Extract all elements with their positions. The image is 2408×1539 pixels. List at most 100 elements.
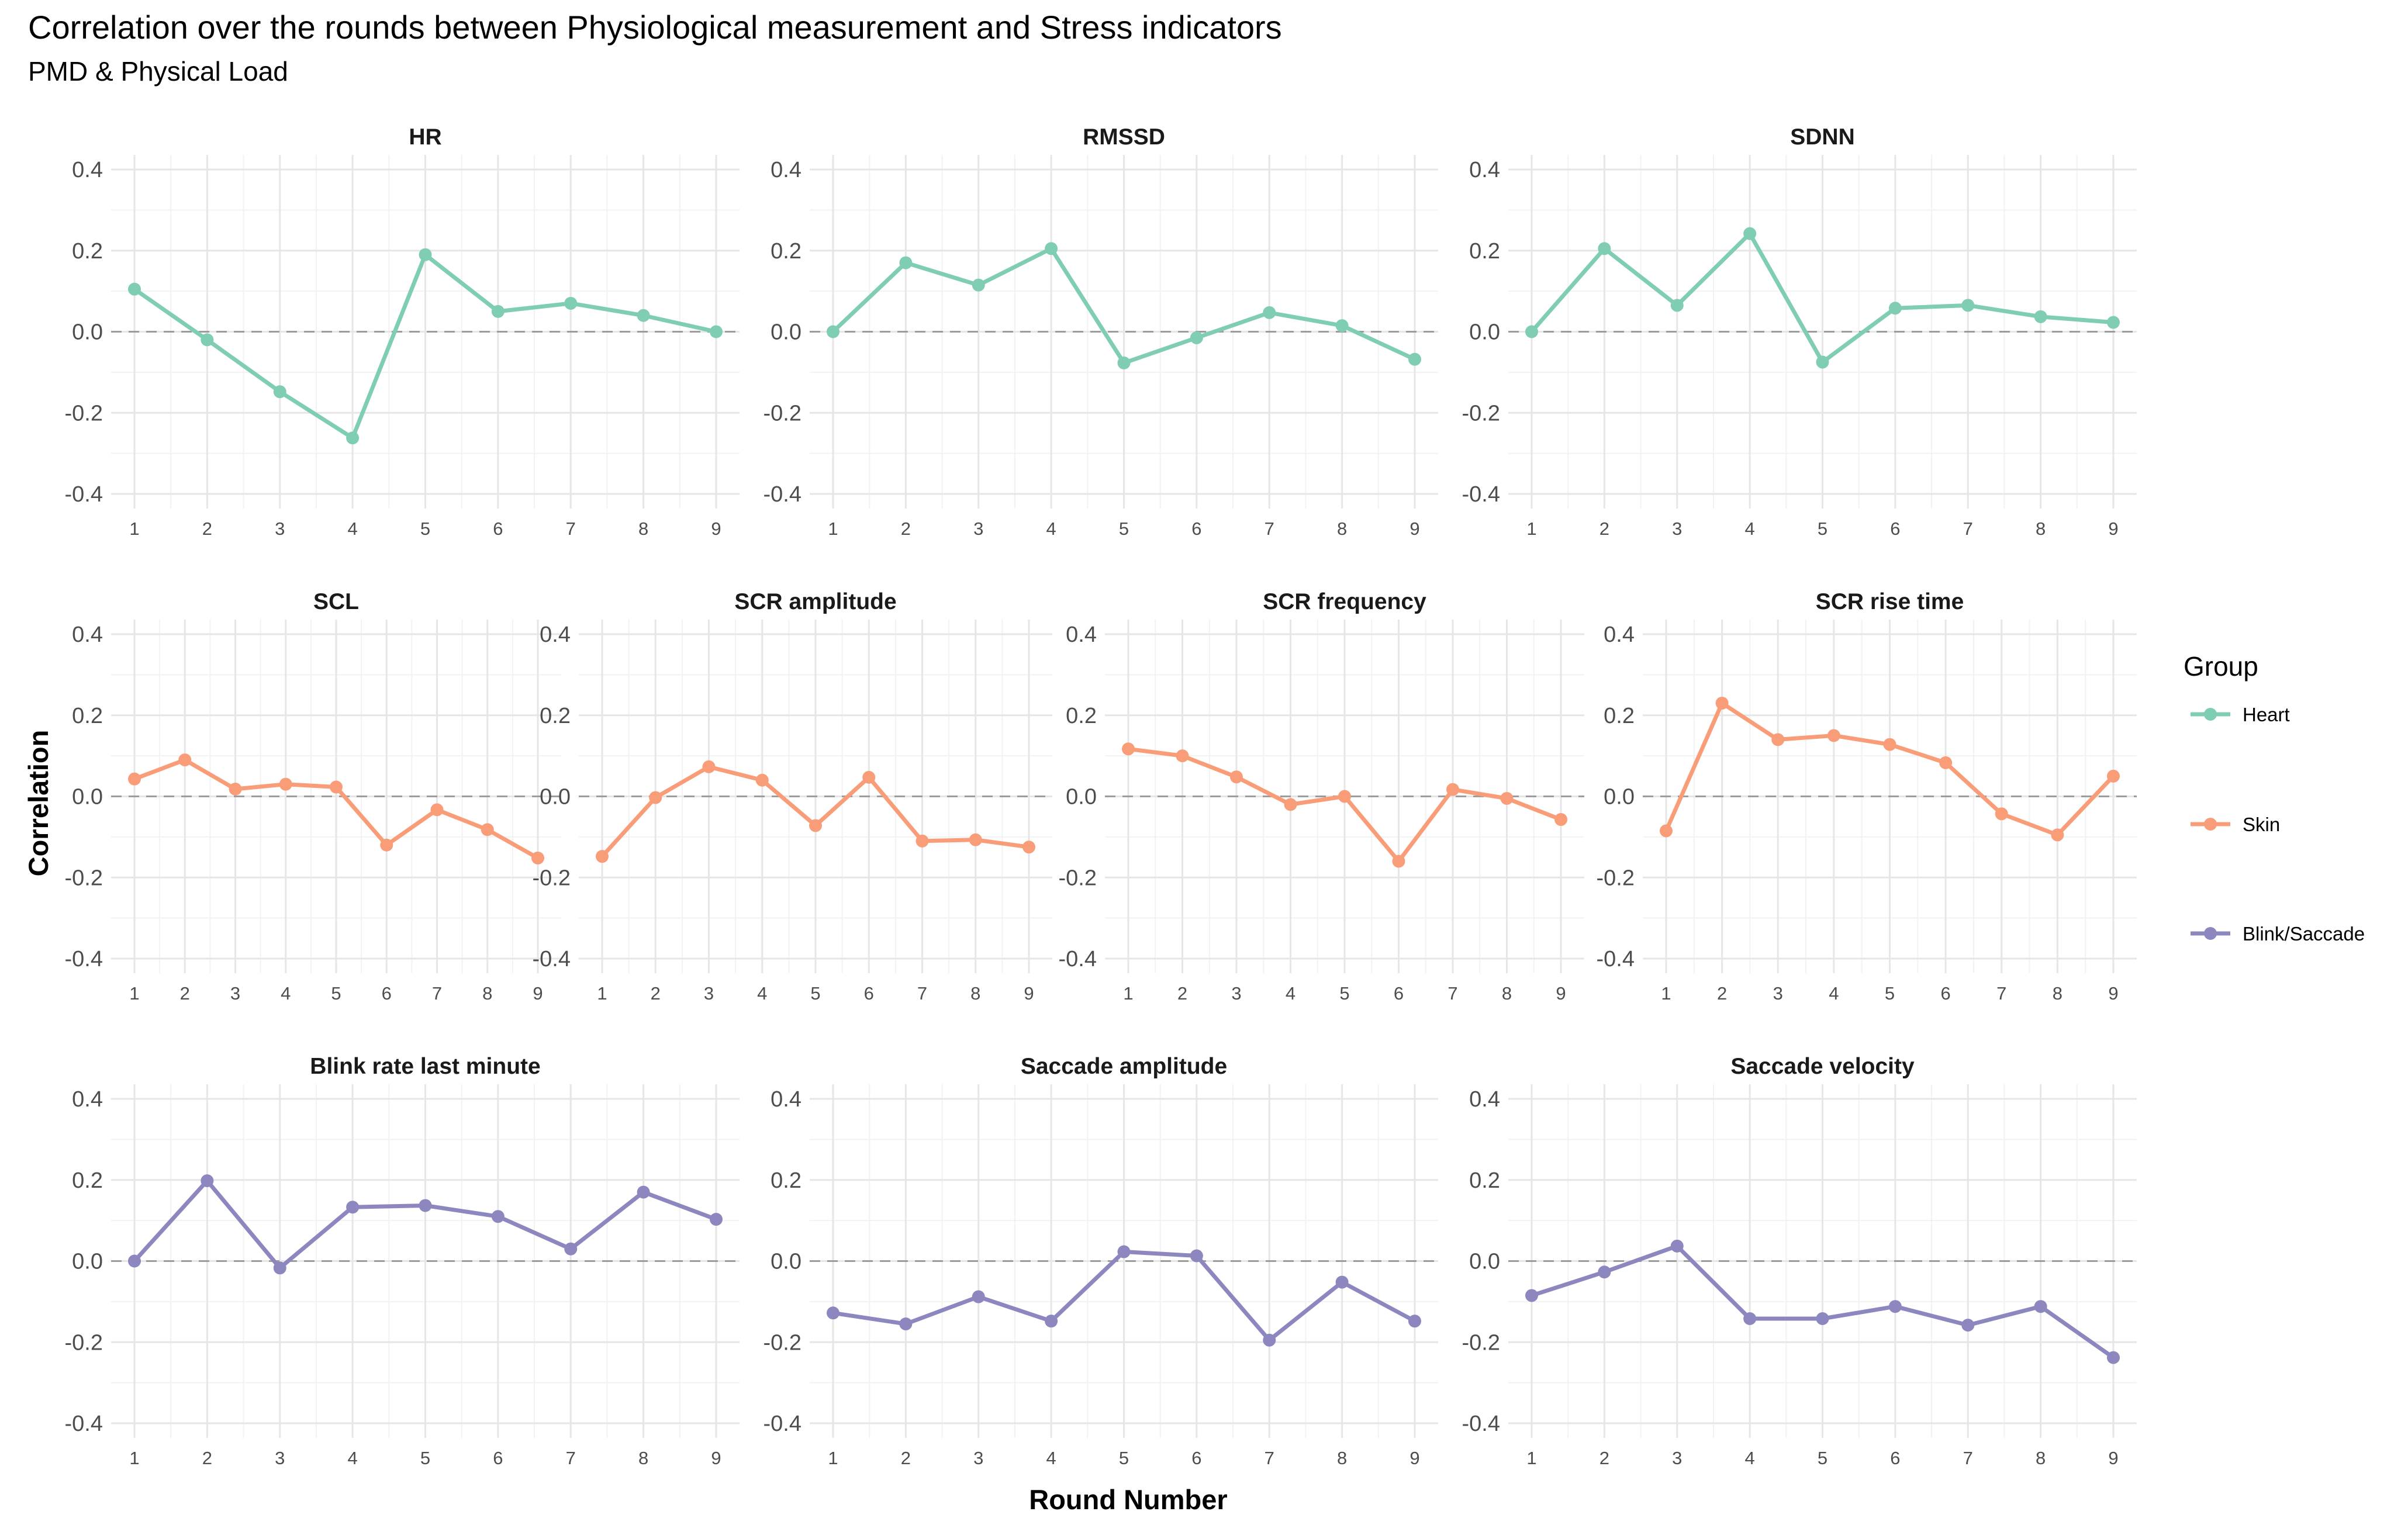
data-point-rmssd-3 [972, 278, 985, 292]
data-point-sdnn-9 [2107, 316, 2120, 329]
y-tick-label: -0.4 [763, 482, 801, 507]
y-tick-label: 0.0 [72, 320, 103, 345]
data-point-scr-frequency-8 [1500, 791, 1514, 805]
panel-sdnn: SDNN -0.4 -0.2 0.0 0.2 0.4 1 2 3 4 5 6 7 8 9 [1462, 124, 2137, 539]
x-tick-label: 5 [1339, 983, 1349, 1004]
x-tick-label: 1 [129, 983, 139, 1004]
x-tick-label: 9 [711, 1448, 721, 1468]
x-tick-label: 6 [1191, 518, 1201, 539]
data-point-saccade-velocity-5 [1816, 1312, 1829, 1326]
panel-title-scl: SCL [313, 589, 359, 614]
data-point-sdnn-8 [2034, 310, 2047, 323]
x-tick-label: 8 [482, 983, 492, 1004]
data-point-hr-6 [491, 305, 505, 318]
y-tick-label: 0.0 [1066, 785, 1097, 810]
x-tick-label: 4 [348, 1448, 358, 1468]
data-point-saccade-velocity-4 [1743, 1312, 1757, 1326]
x-tick-label: 1 [129, 1448, 139, 1468]
panel-title-scr-amplitude: SCR amplitude [734, 589, 896, 614]
legend-entry-heart: Heart [2191, 704, 2290, 725]
legend-key-point [2204, 708, 2217, 721]
panel-title-sdnn: SDNN [1790, 124, 1855, 150]
y-axis-title: Correlation [23, 730, 54, 877]
y-tick-label: 0.4 [72, 622, 103, 647]
data-point-scl-5 [330, 780, 343, 794]
data-point-scr-amplitude-8 [969, 833, 982, 846]
x-tick-label: 4 [1745, 518, 1755, 539]
y-tick-label: -0.4 [65, 1412, 103, 1436]
facet-panels: HR -0.4 -0.2 0.0 0.2 0.4 1 2 3 4 5 6 7 8 9 RMSSD -0.4 -0.… [65, 124, 2137, 1468]
y-tick-label: 0.0 [1469, 320, 1500, 345]
data-point-scl-2 [178, 753, 192, 767]
data-point-scr-rise-time-7 [1995, 807, 2008, 821]
data-point-scr-frequency-9 [1554, 813, 1567, 826]
y-tick-label: 0.0 [771, 1250, 801, 1274]
x-tick-label: 8 [1502, 983, 1512, 1004]
panel-scr-frequency: SCR frequency -0.4 -0.2 0.0 0.2 0.4 1 2 3 4 5 6 7 8 9 [1059, 589, 1584, 1004]
x-tick-label: 9 [533, 983, 543, 1004]
data-point-scr-frequency-6 [1392, 855, 1405, 868]
data-point-scr-frequency-5 [1338, 790, 1351, 803]
data-point-hr-7 [564, 296, 578, 310]
x-tick-label: 1 [1526, 518, 1536, 539]
data-point-blink-rate-last-minute-6 [491, 1210, 505, 1223]
x-tick-label: 9 [2108, 518, 2118, 539]
y-tick-label: 0.4 [771, 158, 801, 182]
y-tick-label: 0.4 [72, 158, 103, 182]
x-tick-label: 1 [1526, 1448, 1536, 1468]
y-tick-label: 0.2 [72, 704, 103, 728]
data-point-scr-rise-time-1 [1660, 824, 1673, 838]
y-tick-label: -0.2 [1462, 401, 1500, 426]
x-tick-label: 1 [828, 518, 838, 539]
x-tick-label: 5 [1885, 983, 1895, 1004]
x-tick-label: 5 [1818, 518, 1827, 539]
x-tick-label: 7 [566, 1448, 576, 1468]
x-tick-label: 9 [1409, 1448, 1419, 1468]
data-point-hr-2 [201, 333, 214, 347]
data-point-scr-frequency-3 [1230, 770, 1243, 784]
data-point-scr-frequency-1 [1122, 742, 1135, 756]
data-point-hr-5 [419, 248, 432, 261]
y-tick-label: -0.2 [763, 1330, 801, 1355]
y-tick-label: 0.0 [72, 1250, 103, 1274]
y-tick-label: 0.4 [771, 1087, 801, 1112]
y-tick-label: -0.4 [1462, 482, 1500, 507]
y-tick-label: -0.2 [65, 401, 103, 426]
data-point-scr-amplitude-2 [649, 791, 662, 804]
panel-rmssd: RMSSD -0.4 -0.2 0.0 0.2 0.4 1 2 3 4 5 6 7 8 9 [763, 124, 1438, 539]
panel-title-blink-rate-last-minute: Blink rate last minute [310, 1054, 540, 1079]
data-point-blink-rate-last-minute-4 [346, 1201, 360, 1214]
y-tick-label: 0.2 [1469, 1168, 1500, 1193]
data-point-scr-rise-time-5 [1883, 738, 1896, 751]
legend-key-point [2204, 818, 2217, 831]
x-tick-label: 7 [1265, 518, 1274, 539]
data-point-blink-rate-last-minute-5 [419, 1199, 432, 1212]
data-point-scr-rise-time-8 [2051, 828, 2064, 842]
x-tick-label: 6 [493, 1448, 503, 1468]
x-tick-label: 7 [1963, 518, 1973, 539]
x-tick-label: 5 [331, 983, 341, 1004]
panel-scr-amplitude: SCR amplitude -0.4 -0.2 0.0 0.2 0.4 1 2 3 4 5 6 7 8 9 [533, 589, 1052, 1004]
y-tick-label: 0.0 [1469, 1250, 1500, 1274]
legend-label: Heart [2243, 704, 2290, 725]
x-tick-label: 4 [1046, 1448, 1056, 1468]
data-point-saccade-velocity-7 [1961, 1319, 1975, 1332]
data-point-scr-amplitude-1 [596, 850, 609, 863]
panel-scl: SCL -0.4 -0.2 0.0 0.2 0.4 1 2 3 4 5 6 7 8 9 [65, 589, 561, 1004]
data-point-scr-frequency-2 [1176, 749, 1189, 763]
data-point-blink-rate-last-minute-8 [637, 1185, 650, 1199]
data-point-saccade-velocity-6 [1888, 1300, 1902, 1313]
x-tick-label: 8 [1337, 1448, 1347, 1468]
x-tick-label: 6 [864, 983, 874, 1004]
x-tick-label: 3 [973, 1448, 983, 1468]
x-tick-label: 7 [1265, 1448, 1274, 1468]
data-point-rmssd-6 [1190, 331, 1203, 344]
x-tick-label: 6 [1890, 518, 1900, 539]
y-tick-label: -0.2 [1059, 866, 1097, 890]
data-point-saccade-velocity-8 [2034, 1300, 2047, 1313]
x-tick-label: 7 [566, 518, 576, 539]
data-point-rmssd-1 [827, 325, 839, 338]
y-tick-label: 0.4 [540, 622, 571, 647]
